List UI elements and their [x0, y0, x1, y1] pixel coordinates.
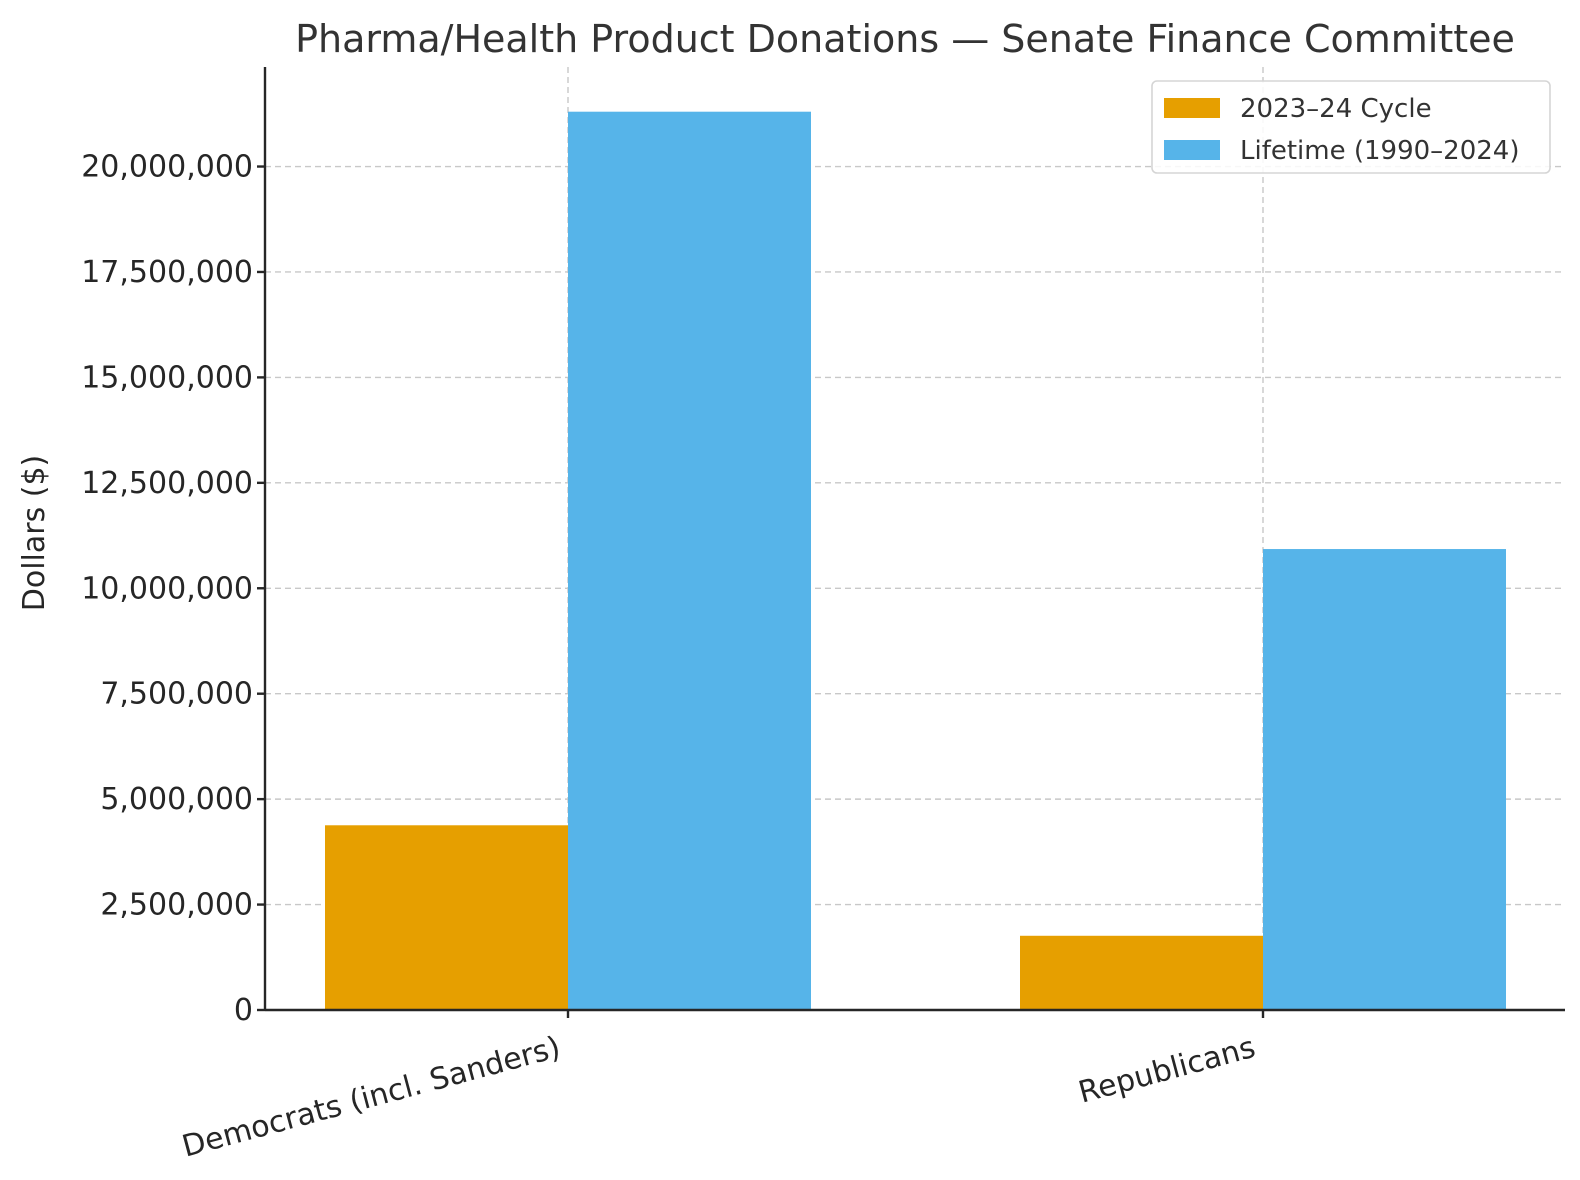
legend-swatch: [1164, 98, 1220, 118]
y-tick-label: 5,000,000: [100, 782, 253, 817]
y-tick-label: 12,500,000: [81, 466, 253, 501]
y-tick-label: 20,000,000: [81, 150, 253, 185]
bar-lifetime-democrats: [568, 111, 811, 1011]
legend: 2023–24 Cycle Lifetime (1990–2024): [1151, 80, 1551, 174]
bars: [325, 111, 1506, 1011]
bar-lifetime-republicans: [1263, 549, 1506, 1010]
legend-swatch: [1164, 140, 1220, 160]
y-tick-label: 0: [234, 993, 253, 1028]
legend-box: [1151, 80, 1551, 174]
chart-title: Pharma/Health Product Donations — Senate…: [295, 17, 1515, 61]
axes: [263, 67, 1565, 1012]
legend-label: 2023–24 Cycle: [1240, 94, 1432, 124]
y-tick-label: 17,500,000: [81, 255, 253, 290]
bar-cycle-democrats: [325, 825, 568, 1010]
legend-label: Lifetime (1990–2024): [1240, 136, 1520, 166]
y-tick-label: 2,500,000: [100, 888, 253, 923]
y-tick-label: 10,000,000: [81, 571, 253, 606]
y-axis-label: Dollars ($): [17, 455, 52, 612]
y-tick-label: 15,000,000: [81, 360, 253, 395]
y-tick-label: 7,500,000: [100, 677, 253, 712]
bar-cycle-republicans: [1020, 935, 1263, 1010]
